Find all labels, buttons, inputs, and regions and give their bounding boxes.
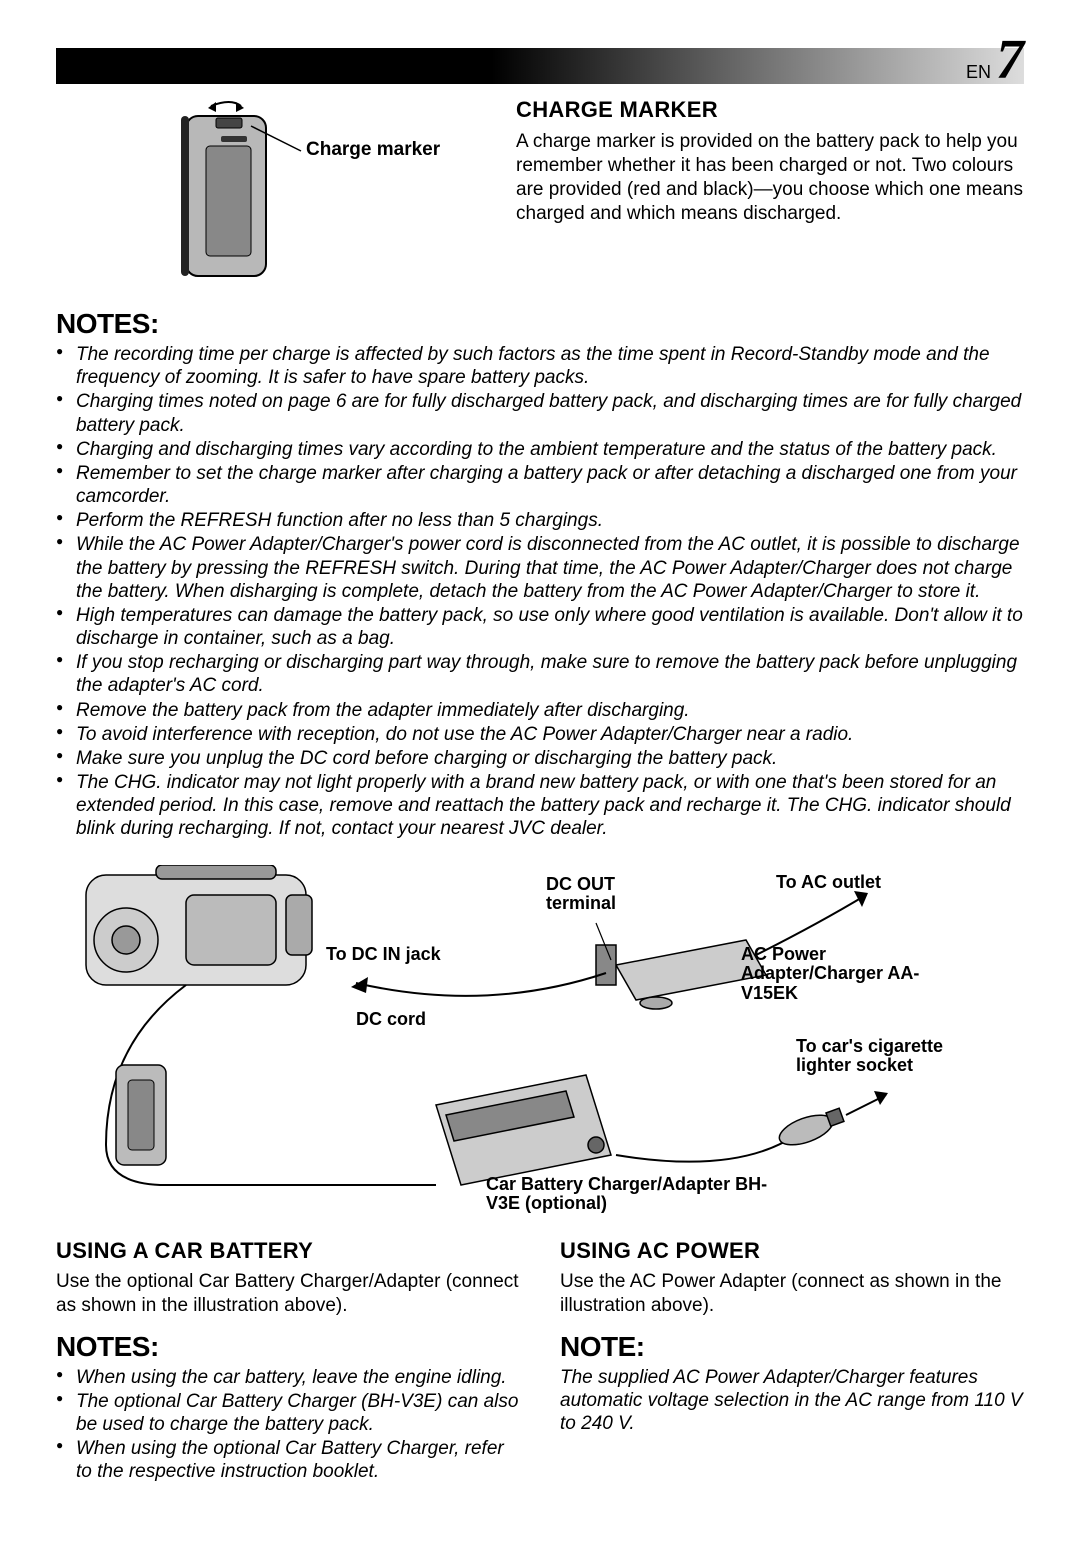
label-ac-adapter: AC Power Adapter/Charger AA-V15EK [741, 945, 921, 1004]
charge-marker-heading: CHARGE MARKER [516, 96, 1024, 124]
car-notes-heading: NOTES: [56, 1329, 520, 1364]
label-dc-cord: DC cord [356, 1010, 426, 1030]
car-battery-section: USING A CAR BATTERY Use the optional Car… [56, 1237, 520, 1485]
note-item: Charging and discharging times vary acco… [56, 438, 1024, 461]
label-to-car: To car's cigarette lighter socket [796, 1037, 956, 1077]
page-lang: EN [966, 62, 991, 82]
note-item: Remember to set the charge marker after … [56, 462, 1024, 508]
charge-marker-body: A charge marker is provided on the batte… [516, 130, 1024, 227]
note-item: To avoid interference with reception, do… [56, 723, 1024, 746]
charge-marker-callout: Charge marker [306, 138, 440, 162]
note-item: If you stop recharging or discharging pa… [56, 651, 1024, 697]
charge-marker-section: CHARGE MARKER A charge marker is provide… [516, 96, 1024, 286]
connection-diagram: DC OUT terminal To AC outlet To DC IN ja… [56, 865, 1024, 1225]
header-gradient-bar: EN 7 [56, 48, 1024, 84]
note-item: When using the car battery, leave the en… [56, 1366, 520, 1389]
note-item: Make sure you unplug the DC cord before … [56, 747, 1024, 770]
ac-power-body: Use the AC Power Adapter (connect as sho… [560, 1270, 1024, 1319]
car-notes-list: When using the car battery, leave the en… [56, 1366, 520, 1484]
charge-marker-row: Charge marker CHARGE MARKER A charge mar… [56, 96, 1024, 286]
note-item: High temperatures can damage the battery… [56, 604, 1024, 650]
note-item: Perform the REFRESH function after no le… [56, 509, 1024, 532]
page-number: EN 7 [966, 32, 1024, 88]
notes-main-heading: NOTES: [56, 306, 1024, 341]
battery-svg [56, 96, 476, 286]
ac-power-section: USING AC POWER Use the AC Power Adapter … [560, 1237, 1024, 1485]
label-to-dc-in: To DC IN jack [326, 945, 441, 965]
note-item: The CHG. indicator may not light properl… [56, 771, 1024, 841]
note-item: The optional Car Battery Charger (BH-V3E… [56, 1390, 520, 1436]
note-item: The recording time per charge is affecte… [56, 343, 1024, 389]
battery-illustration: Charge marker [56, 96, 476, 286]
bottom-columns: USING A CAR BATTERY Use the optional Car… [56, 1237, 1024, 1485]
label-car-charger: Car Battery Charger/Adapter BH-V3E (opti… [486, 1175, 786, 1215]
note-item: Remove the battery pack from the adapter… [56, 699, 1024, 722]
ac-note-heading: NOTE: [560, 1329, 1024, 1364]
note-item: While the AC Power Adapter/Charger's pow… [56, 533, 1024, 603]
ac-note-body: The supplied AC Power Adapter/Charger fe… [560, 1366, 1024, 1436]
page-number-digit: 7 [996, 29, 1024, 91]
notes-main-list: The recording time per charge is affecte… [56, 343, 1024, 841]
label-dc-out: DC OUT terminal [546, 875, 666, 915]
car-battery-heading: USING A CAR BATTERY [56, 1237, 520, 1265]
ac-power-heading: USING AC POWER [560, 1237, 1024, 1265]
note-item: When using the optional Car Battery Char… [56, 1437, 520, 1483]
note-item: Charging times noted on page 6 are for f… [56, 390, 1024, 436]
car-battery-body: Use the optional Car Battery Charger/Ada… [56, 1270, 520, 1319]
label-to-ac: To AC outlet [776, 873, 881, 893]
